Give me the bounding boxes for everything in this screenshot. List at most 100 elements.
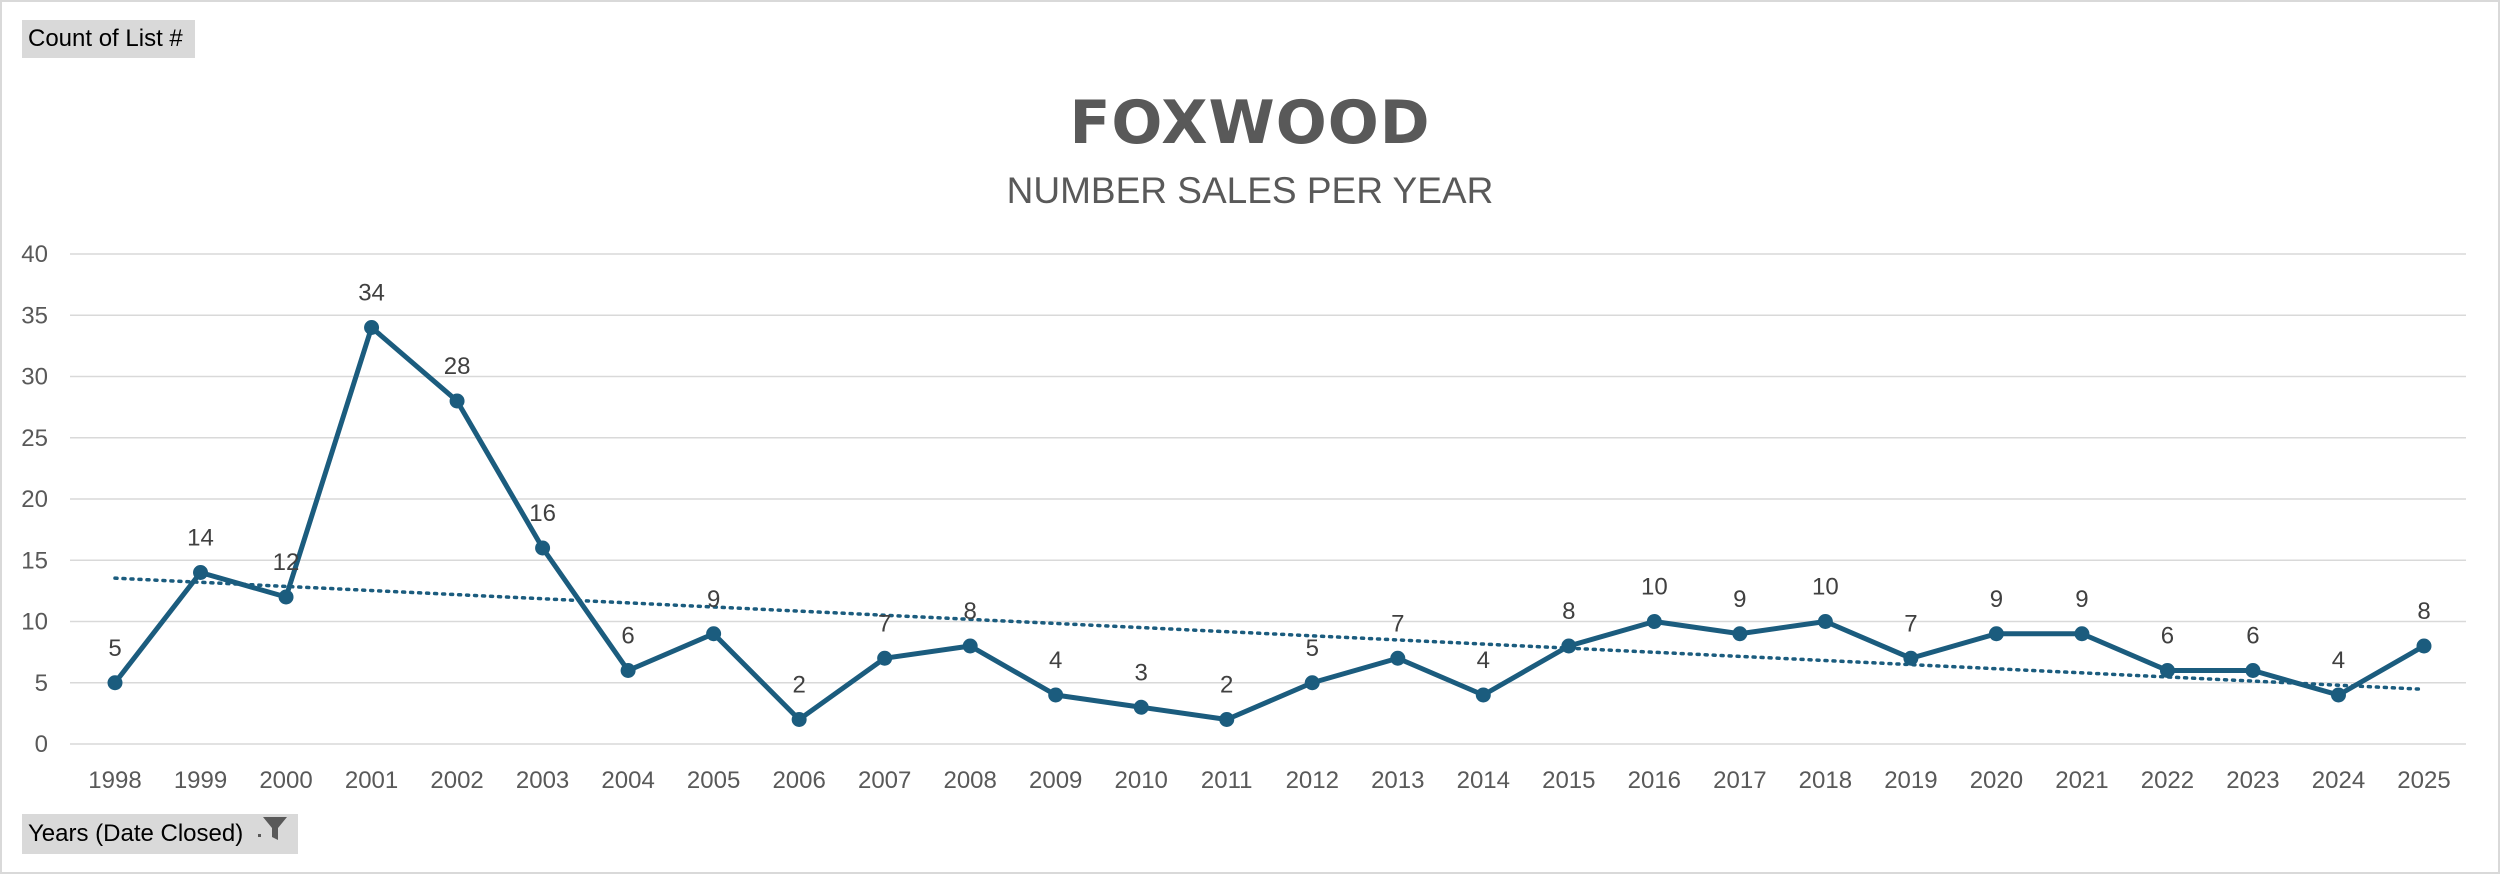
data-point — [278, 589, 294, 605]
data-point — [1817, 614, 1833, 629]
x-axis: 1998 1999 2000 2001 2002 2003 2004 2005 2006 2007… — [88, 767, 2450, 794]
data-point — [2245, 663, 2261, 678]
x-tick-label: 2000 — [259, 767, 312, 794]
data-point — [2159, 663, 2175, 678]
trendline — [113, 576, 2426, 692]
data-point — [193, 565, 209, 580]
x-tick-label: 2014 — [1457, 767, 1510, 794]
data-point — [2330, 687, 2346, 703]
x-tick-label: 2009 — [1029, 767, 1082, 794]
x-tick-label: 2020 — [1970, 767, 2023, 794]
x-tick-label: 2024 — [2312, 767, 2365, 794]
data-label: 10 — [1641, 574, 1668, 601]
y-tick-label: 30 — [21, 364, 48, 391]
y-tick-label: 0 — [35, 731, 48, 758]
data-label: 6 — [2246, 623, 2259, 650]
data-point — [2074, 626, 2090, 642]
axis-field-button[interactable]: Years (Date Closed) — [22, 814, 298, 854]
data-label: 5 — [1306, 635, 1319, 662]
y-tick-label: 25 — [21, 425, 48, 452]
x-tick-label: 1998 — [88, 767, 141, 794]
data-point — [1133, 699, 1149, 715]
data-point — [2416, 638, 2432, 654]
value-field-button[interactable]: Count of List # — [22, 20, 195, 58]
series — [107, 320, 2432, 727]
data-label: 7 — [878, 610, 891, 637]
x-tick-label: 2023 — [2226, 767, 2279, 794]
x-tick-label: 2011 — [1201, 767, 1253, 794]
y-tick-label: 5 — [35, 670, 48, 697]
data-label: 3 — [1135, 659, 1148, 686]
x-tick-label: 2004 — [601, 767, 654, 794]
x-tick-label: 2008 — [943, 767, 996, 794]
data-label: 5 — [108, 635, 121, 662]
data-point — [535, 540, 551, 556]
x-tick-label: 2002 — [430, 767, 483, 794]
x-tick-label: 2017 — [1713, 767, 1766, 794]
data-point — [449, 393, 465, 409]
x-tick-label: 2003 — [516, 767, 569, 794]
data-label: 14 — [187, 525, 214, 552]
x-tick-label: 2006 — [772, 767, 825, 794]
data-point — [962, 638, 978, 654]
data-label: 28 — [444, 353, 471, 380]
data-label: 4 — [1477, 647, 1490, 674]
y-tick-label: 20 — [21, 486, 48, 513]
y-tick-label: 15 — [21, 547, 48, 574]
x-tick-label: 2015 — [1542, 767, 1595, 794]
x-tick-label: 2022 — [2141, 767, 2194, 794]
data-point — [1219, 712, 1235, 727]
data-label: 34 — [358, 280, 385, 307]
x-tick-label: 2013 — [1371, 767, 1424, 794]
data-label: 4 — [2332, 647, 2345, 674]
x-tick-label: 2016 — [1628, 767, 1681, 794]
data-point — [1304, 675, 1320, 691]
data-point — [364, 320, 380, 335]
x-tick-label: 2018 — [1799, 767, 1852, 794]
x-tick-label: 2012 — [1286, 767, 1339, 794]
data-label: 8 — [1562, 598, 1575, 625]
data-point — [706, 626, 722, 642]
x-tick-label: 1999 — [174, 767, 227, 794]
data-label: 2 — [792, 672, 805, 699]
data-point — [877, 650, 893, 666]
trendline-path — [113, 576, 2426, 692]
value-field-label: Count of List # — [28, 25, 183, 52]
data-label: 7 — [1904, 610, 1917, 637]
data-label: 12 — [273, 549, 300, 576]
data-label: 9 — [707, 586, 720, 613]
data-point — [1732, 626, 1748, 642]
x-tick-label: 2019 — [1884, 767, 1937, 794]
data-point — [1475, 687, 1491, 703]
x-tick-label: 2025 — [2397, 767, 2450, 794]
chart-title: FOXWOOD — [1069, 88, 1431, 158]
data-point — [107, 675, 123, 691]
x-tick-label: 2021 — [2055, 767, 2108, 794]
data-point — [791, 712, 807, 727]
data-point — [1048, 687, 1064, 703]
y-tick-label: 35 — [21, 302, 48, 329]
data-point — [1988, 626, 2004, 642]
x-tick-label: 2001 — [345, 767, 398, 794]
data-point — [1390, 650, 1406, 666]
data-label: 9 — [1990, 586, 2003, 613]
data-label: 10 — [1812, 574, 1839, 601]
data-labels: 5 14 12 34 28 16 6 9 2 7 8 4 3 2 5 7 4 8 10 9 10 7 9 9 6 6 4 8 — [108, 280, 2430, 699]
data-point — [620, 663, 636, 678]
data-label: 7 — [1391, 610, 1404, 637]
data-label: 8 — [964, 598, 977, 625]
data-point — [1561, 638, 1577, 654]
y-axis: 0 5 10 15 20 25 30 35 40 — [21, 241, 48, 758]
data-label: 16 — [529, 500, 556, 527]
x-tick-label: 2010 — [1115, 767, 1168, 794]
x-tick-label: 2007 — [858, 767, 911, 794]
data-point — [1903, 650, 1919, 666]
axis-field-label: Years (Date Closed) — [28, 820, 244, 847]
data-label: 6 — [2161, 623, 2174, 650]
x-tick-label: 2005 — [687, 767, 740, 794]
filter-icon[interactable] — [257, 815, 288, 855]
data-label: 6 — [621, 623, 634, 650]
gridlines — [70, 253, 2466, 745]
data-label: 9 — [2075, 586, 2088, 613]
